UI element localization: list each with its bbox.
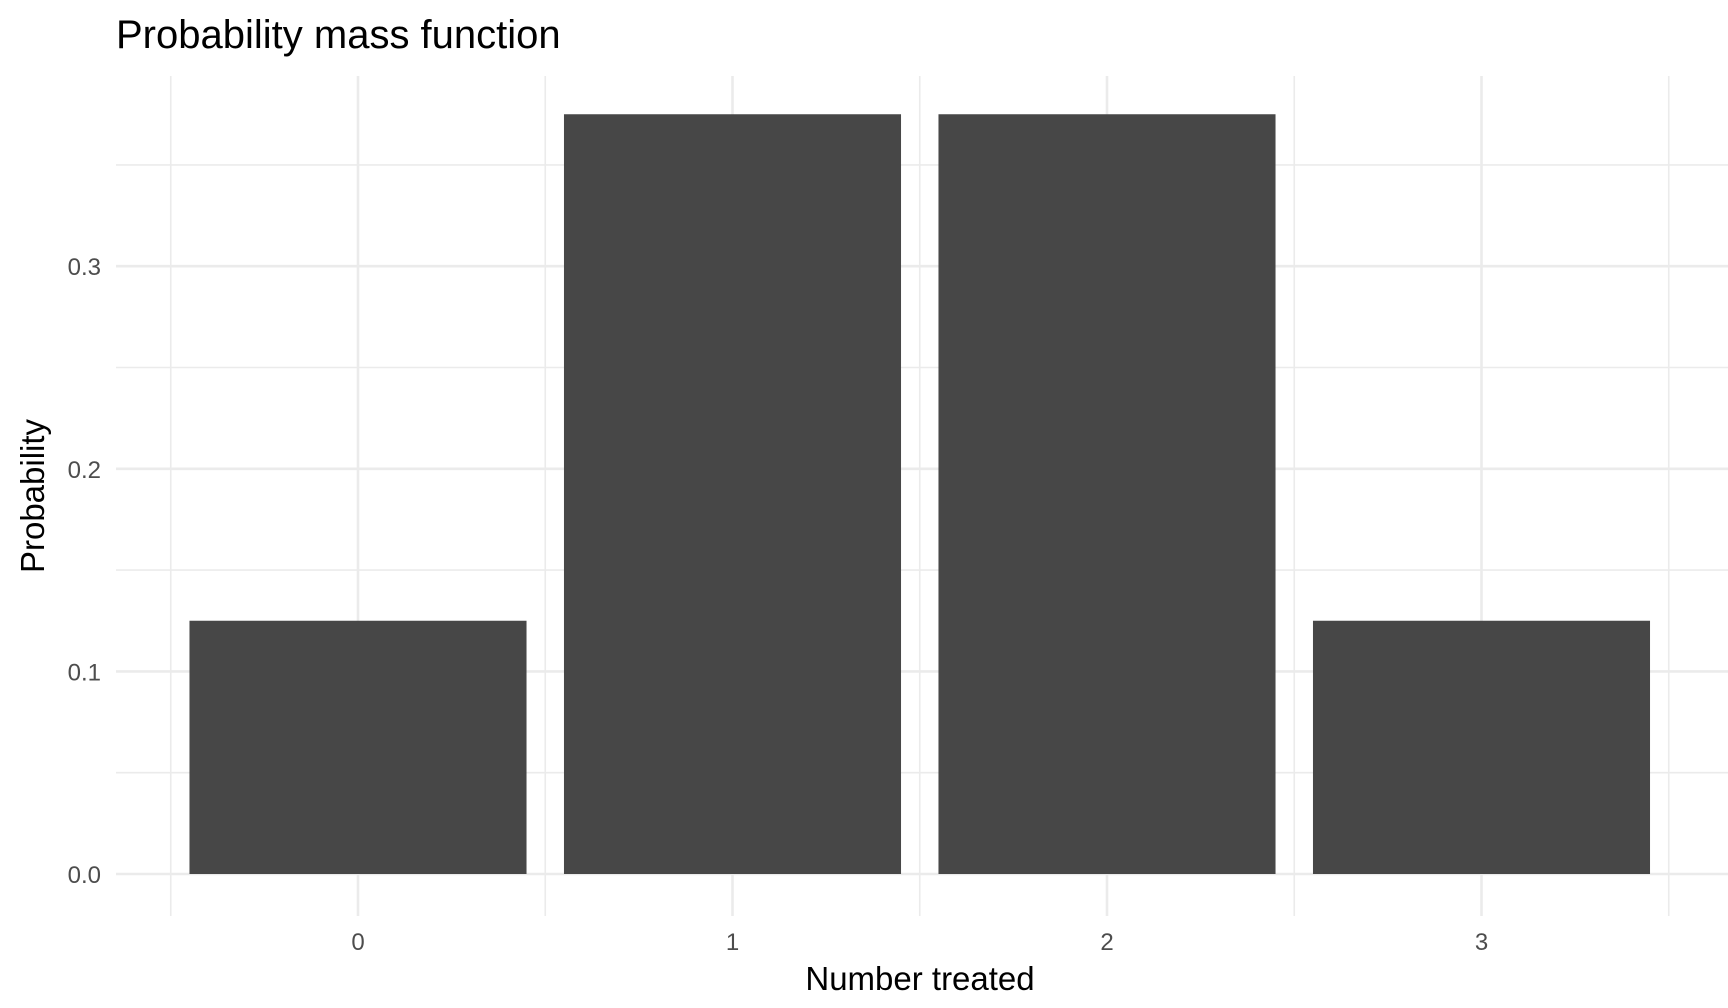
y-tick-label: 0.1 — [68, 659, 101, 686]
y-tick-label: 0.0 — [68, 862, 101, 889]
bar-3 — [1312, 620, 1651, 874]
x-tick-label: 1 — [726, 929, 739, 956]
tick-layer: 0.0 0.1 0.2 0.3 0 1 2 3 — [68, 254, 1489, 956]
chart-title: Probability mass function — [116, 13, 561, 57]
bar-2 — [938, 114, 1276, 874]
y-tick-label: 0.3 — [68, 254, 101, 281]
bar-layer — [189, 114, 1651, 874]
y-axis-title: Probability — [14, 418, 51, 573]
bar-1 — [563, 114, 902, 874]
x-tick-label: 3 — [1475, 929, 1488, 956]
bar-0 — [189, 620, 527, 874]
x-tick-label: 2 — [1100, 929, 1113, 956]
x-tick-label: 0 — [351, 929, 364, 956]
x-axis-title: Number treated — [805, 960, 1034, 997]
y-tick-label: 0.2 — [68, 457, 101, 484]
